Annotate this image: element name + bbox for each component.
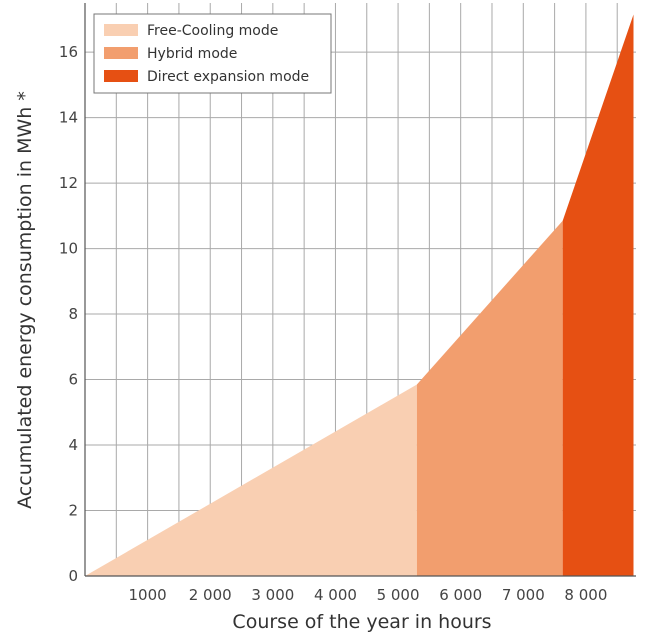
legend-swatch-free-cooling xyxy=(104,24,138,36)
legend-swatch-hybrid xyxy=(104,47,138,59)
y-tick-label: 10 xyxy=(59,240,78,258)
y-tick-label: 12 xyxy=(59,174,78,192)
y-tick-label: 6 xyxy=(68,371,78,389)
y-tick-label: 16 xyxy=(59,43,78,61)
y-tick-label: 14 xyxy=(59,109,78,127)
legend: Free-Cooling mode Hybrid mode Direct exp… xyxy=(93,13,332,94)
axes xyxy=(84,3,636,577)
area-free-cooling-mode xyxy=(85,384,417,576)
y-tick-label: 0 xyxy=(68,567,78,585)
x-tick-label: 5 000 xyxy=(377,586,420,604)
x-tick-label: 6 000 xyxy=(439,586,482,604)
y-tick-labels: 0 2 4 6 8 10 12 14 16 xyxy=(59,43,78,585)
x-axis-title: Course of the year in hours xyxy=(232,611,491,633)
area-direct-expansion-mode xyxy=(562,14,634,576)
x-tick-label: 2 000 xyxy=(189,586,232,604)
area-hybrid-mode xyxy=(416,220,563,576)
legend-label-hybrid: Hybrid mode xyxy=(147,46,237,62)
y-axis-title: Accumulated energy consumption in MWh * xyxy=(14,91,36,509)
y-tick-label: 8 xyxy=(68,305,78,323)
legend-label-direct-expansion: Direct expansion mode xyxy=(147,69,309,85)
y-tick-label: 4 xyxy=(68,436,78,454)
x-tick-label: 4 000 xyxy=(314,586,357,604)
x-tick-label: 3 000 xyxy=(251,586,294,604)
y-tick-label: 2 xyxy=(68,502,78,520)
x-tick-labels: 1000 2 000 3 000 4 000 5 000 6 000 7 000 8 000 xyxy=(129,586,608,604)
x-tick-label: 7 000 xyxy=(502,586,545,604)
area-series xyxy=(85,14,634,576)
legend-label-free-cooling: Free-Cooling mode xyxy=(147,23,278,39)
legend-swatch-direct-expansion xyxy=(104,70,138,82)
x-tick-label: 8 000 xyxy=(564,586,607,604)
x-tick-label: 1000 xyxy=(129,586,167,604)
